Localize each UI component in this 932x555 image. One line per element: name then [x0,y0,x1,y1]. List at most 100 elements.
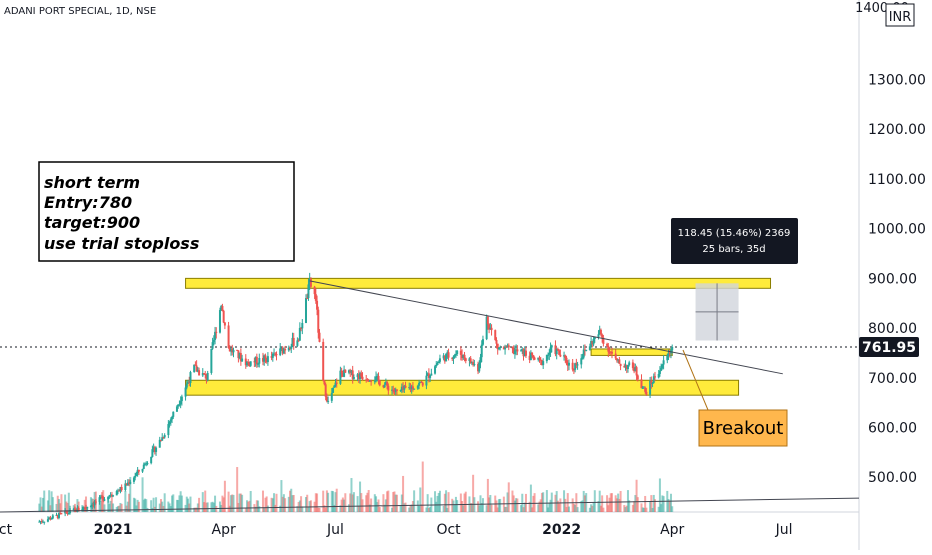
volume-bar [593,490,596,512]
volume-bar [55,503,58,512]
currency-box [885,3,915,27]
candle-body [150,456,153,464]
candle-body [365,379,368,381]
price-axis[interactable]: 500.00 600.00 700.00 800.00 900.00 1000.00 110… [868,73,926,487]
volume-bar [565,506,568,512]
volume-bar [98,500,101,512]
candle-body [120,486,123,491]
candle-body [614,353,617,359]
volume-bar [654,499,657,512]
candle-body [403,385,406,390]
volume-bar [486,478,489,512]
candle-body [98,497,101,502]
candle-body [590,340,593,347]
note-box[interactable] [38,161,295,262]
breakout-label-box[interactable] [698,409,788,447]
candle-body [386,381,389,386]
volume-bar [640,503,643,512]
candle-body [340,370,343,373]
volume-bar [50,491,53,512]
volume-bar [550,492,553,512]
candle-body [588,346,591,350]
candle-body [494,330,497,340]
volume-bar [193,507,196,512]
candle-body [281,347,284,354]
candle-body [615,358,618,361]
candle-body [640,379,643,389]
volume-bar [136,499,139,512]
candle-body [211,342,214,349]
candle-body [404,385,407,388]
volume-bar [395,494,398,512]
candle-body [434,366,437,374]
volume-bar [218,501,221,512]
candle-body [548,352,551,355]
candle-body [445,353,448,362]
candle-body [642,387,645,389]
volume-bar [185,496,188,512]
volume-bar [481,498,484,512]
volume-bar [100,492,103,512]
candle-body [91,504,94,507]
time-axis[interactable]: Oct 2021 Apr Jul Oct 2022 Apr Jul [0,522,792,538]
candle-body [366,379,369,381]
y-tick-label: 1200.00 [868,122,926,138]
volume-bar [542,492,545,512]
candle-body [239,353,242,362]
candle-body [384,381,387,385]
candle-body [161,437,164,441]
volume-bar [137,501,140,512]
candle-body [658,370,661,374]
volume-bar [59,503,62,512]
candle-body [169,419,172,422]
candle-body [413,388,416,390]
volume-bar [652,494,655,512]
candle-body [296,340,299,346]
volume-bar [436,495,439,512]
volume-bar [318,507,321,512]
volume-bar [231,494,234,512]
candle-body [468,358,471,361]
volume-bar [479,495,482,512]
volume-bar [172,494,175,512]
candle-body [215,331,218,333]
candle-body [394,389,397,392]
volume-bar [445,490,448,512]
candle-body [361,376,364,380]
zones [185,277,772,396]
volume-bar [214,495,217,512]
candle-body [129,481,132,484]
volume-bar [669,493,672,512]
candle-body [55,514,58,516]
candle-body [324,384,327,397]
volume-bar [64,494,67,512]
candle-body [85,507,88,509]
volume-bar [367,490,370,512]
volume-bar [324,507,327,512]
volume-bar [325,490,328,512]
candle-body [83,507,86,509]
volume-bar [348,504,351,512]
volume-bar [547,507,550,512]
volume-bar [134,498,137,512]
volume-bar [275,493,278,512]
volume-bar [373,494,376,512]
candle-body [421,382,424,386]
volume-bar [144,498,147,512]
candle-body [50,518,53,520]
volume-bar [645,507,648,512]
candle-body [255,356,258,365]
volume-bar [40,506,43,512]
candle-body [499,347,502,349]
volume-bar [159,499,162,512]
volume-bar [378,507,381,512]
candle-body [411,386,414,390]
candle-body [195,365,198,372]
volume-bar [264,497,267,512]
candle-body [443,355,446,362]
candle-body [72,508,75,511]
candle-body [599,329,602,335]
volume-bar [350,478,353,512]
